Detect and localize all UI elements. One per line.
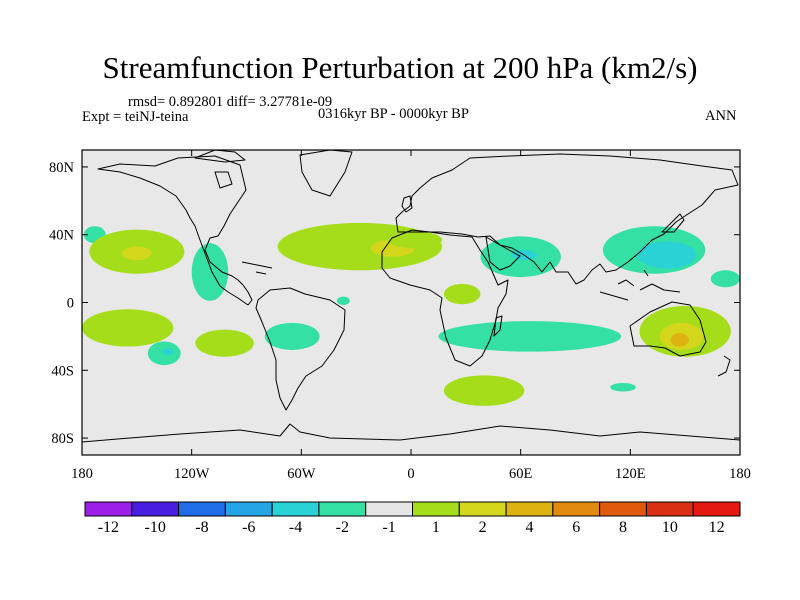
contour-region-21 <box>443 283 481 305</box>
x-axis: 180 120W 60W 0 60E 120E 180 <box>71 150 751 482</box>
y-axis: 80N 40N 0 40S 80S <box>49 160 740 447</box>
coast-australia <box>629 301 707 357</box>
contour-region-20 <box>443 375 525 406</box>
coast-madagascar <box>493 315 503 337</box>
contour-region-4 <box>438 321 622 352</box>
chart-title: Streamfunction Perturbation at 200 hPa (… <box>102 50 698 85</box>
colorbar-swatch <box>412 501 460 517</box>
contour-region-15 <box>387 231 443 249</box>
colorbar-label: -6 <box>242 519 255 536</box>
x-tick-label: 120W <box>174 466 210 482</box>
x-tick-label: 0 <box>407 466 414 482</box>
colorbar-label: -2 <box>336 519 349 536</box>
coast-arabia <box>485 236 521 271</box>
colorbar-swatch <box>645 501 694 517</box>
colorbar-swatch <box>131 501 180 517</box>
colorbar-label: 4 <box>525 519 533 536</box>
contour-regions <box>82 222 740 406</box>
colorbar-swatch <box>505 501 554 517</box>
colorbar-swatch <box>458 501 507 517</box>
colorbar-label: 12 <box>709 519 725 536</box>
colorbar-swatch <box>318 501 367 517</box>
contour-region-10 <box>610 382 636 392</box>
colorbar-swatch <box>224 501 273 517</box>
contour-region-18 <box>82 309 174 347</box>
contour-region-7 <box>336 296 350 306</box>
coast-eurasia <box>395 153 739 285</box>
contour-region-9 <box>162 348 174 356</box>
map-background <box>82 150 740 455</box>
contour-region-11 <box>710 270 740 288</box>
contour-region-17 <box>122 246 152 261</box>
coast-arctic-islands <box>194 150 246 163</box>
coast-hudson-bay <box>214 171 233 189</box>
colorbar-swatch <box>365 501 414 517</box>
coast-north-america <box>97 155 253 306</box>
y-tick-label: 40S <box>51 363 74 379</box>
x-tick-label: 180 <box>71 466 93 482</box>
colorbar-label: 1 <box>432 519 440 536</box>
colorbar-label: 2 <box>479 519 487 536</box>
colorbar-swatch <box>599 501 647 517</box>
coast-caribbean <box>241 261 273 275</box>
colorbar-label: -8 <box>195 519 208 536</box>
colorbar-label: -12 <box>98 519 119 536</box>
coast-south-america <box>255 287 346 411</box>
contour-region-1 <box>637 241 697 269</box>
colorbar-swatch <box>552 501 601 517</box>
colorbar-swatch <box>271 501 320 517</box>
colorbar-swatch <box>178 501 226 517</box>
contour-region-19 <box>195 329 254 357</box>
coast-japan <box>661 213 685 233</box>
colorbar-label: -10 <box>145 519 166 536</box>
colorbar-label: -1 <box>382 519 395 536</box>
colorbar-swatch <box>692 501 741 517</box>
x-tick-label: 120E <box>615 466 646 482</box>
colorbar-label: 10 <box>662 519 678 536</box>
colorbar-label: 8 <box>619 519 627 536</box>
colorbar-swatch <box>84 501 133 517</box>
x-tick-label: 180 <box>729 466 751 482</box>
season-label: ANN <box>705 108 737 124</box>
colorbar: -12 -10 -8 -6 -4 -2 -1 1 2 4 6 8 10 12 <box>84 501 741 536</box>
y-tick-label: 40N <box>49 228 75 244</box>
coast-indonesia <box>599 269 681 301</box>
contour-region-6 <box>264 322 320 350</box>
y-tick-label: 80S <box>51 431 74 447</box>
colorbar-label: -4 <box>289 519 302 536</box>
experiment-label: Expt = teiNJ-teina <box>82 109 189 125</box>
coast-new-zealand <box>717 355 731 377</box>
y-tick-label: 0 <box>67 296 74 312</box>
contour-region-5 <box>191 243 229 301</box>
stats-text: rmsd= 0.892801 diff= 3.27781e-09 <box>128 94 333 110</box>
x-tick-label: 60E <box>509 466 533 482</box>
contour-region-24 <box>670 333 689 347</box>
period-label: 0316kyr BP - 0000kyr BP <box>318 106 469 122</box>
coast-antarctica <box>82 423 740 443</box>
x-tick-label: 60W <box>287 466 316 482</box>
coast-uk <box>401 195 413 213</box>
coastlines <box>82 150 740 443</box>
colorbar-label: 6 <box>572 519 580 536</box>
y-tick-label: 80N <box>49 160 75 176</box>
